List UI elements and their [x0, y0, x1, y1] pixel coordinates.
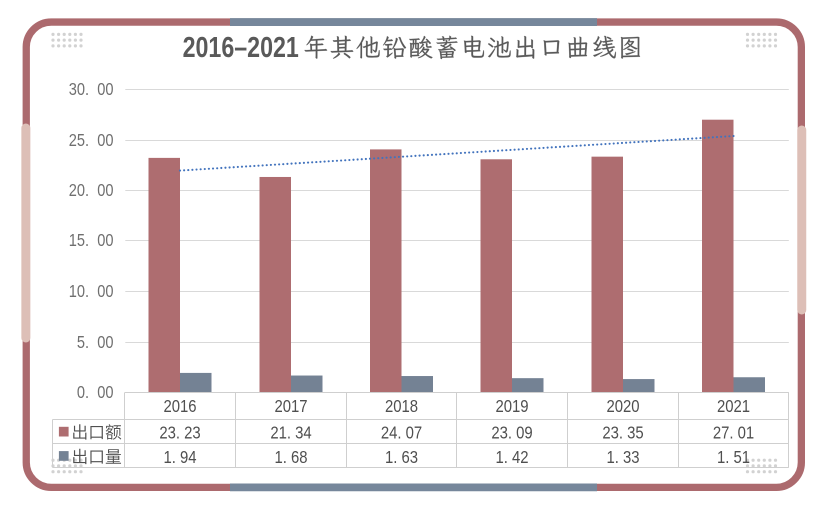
svg-text:23. 35: 23. 35	[602, 423, 643, 442]
svg-text:1. 63: 1. 63	[385, 448, 418, 467]
svg-text:1. 42: 1. 42	[495, 448, 528, 467]
svg-text:27. 01: 27. 01	[713, 423, 754, 442]
svg-text:2019: 2019	[495, 397, 528, 416]
svg-text:2016: 2016	[163, 397, 196, 416]
svg-text:2016–2021: 2016–2021	[183, 31, 299, 64]
svg-text:23. 09: 23. 09	[491, 423, 532, 442]
svg-text:1. 68: 1. 68	[274, 448, 307, 467]
svg-text:2020: 2020	[606, 397, 639, 416]
svg-text:1. 51: 1. 51	[717, 448, 750, 467]
svg-text:1. 33: 1. 33	[606, 448, 639, 467]
svg-text:21. 34: 21. 34	[270, 423, 311, 442]
svg-text:23. 23: 23. 23	[159, 423, 200, 442]
svg-text:15. 00: 15. 00	[69, 232, 114, 250]
svg-text:24. 07: 24. 07	[381, 423, 422, 442]
svg-text:25. 00: 25. 00	[69, 132, 114, 150]
svg-text:5. 00: 5. 00	[77, 334, 114, 352]
svg-text:1. 94: 1. 94	[163, 448, 196, 467]
svg-text:2017: 2017	[274, 397, 307, 416]
svg-text:20. 00: 20. 00	[69, 182, 114, 200]
svg-text:10. 00: 10. 00	[69, 283, 114, 301]
svg-text:2018: 2018	[385, 397, 418, 416]
svg-text:0. 00: 0. 00	[77, 384, 114, 402]
svg-text:30. 00: 30. 00	[69, 81, 114, 99]
svg-text:2021: 2021	[717, 397, 750, 416]
